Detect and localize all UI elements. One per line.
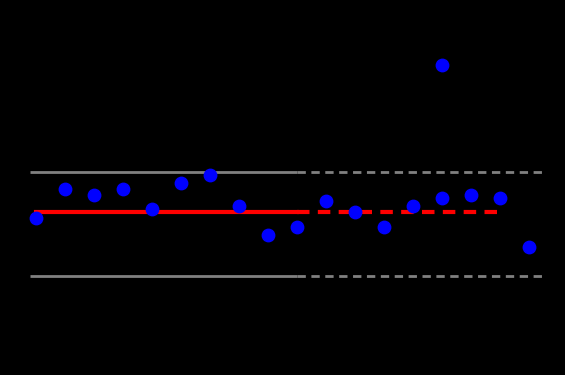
- Point: [119, 186, 128, 192]
- Point: [176, 180, 185, 186]
- Point: [408, 203, 418, 209]
- Point: [32, 215, 41, 221]
- Point: [496, 195, 505, 201]
- Point: [293, 224, 302, 230]
- Point: [206, 171, 215, 177]
- Point: [234, 203, 244, 209]
- Point: [147, 206, 157, 212]
- Point: [350, 209, 359, 215]
- Point: [321, 198, 331, 204]
- Point: [263, 232, 272, 238]
- Point: [467, 192, 476, 198]
- Point: [437, 62, 446, 68]
- Point: [89, 192, 98, 198]
- Point: [60, 186, 69, 192]
- Point: [437, 195, 446, 201]
- Point: [380, 224, 389, 230]
- Point: [524, 244, 533, 250]
